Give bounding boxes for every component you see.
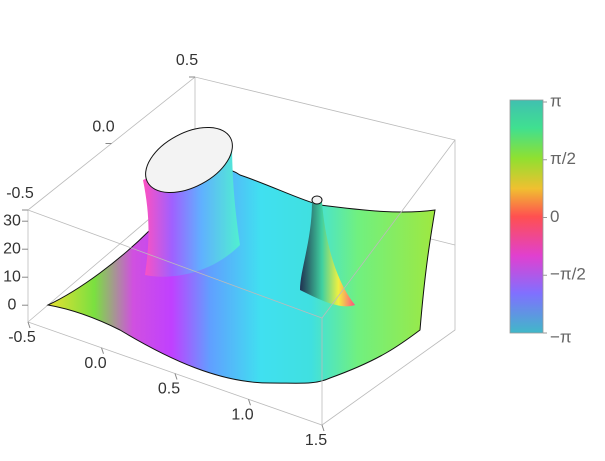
tick-mark: [101, 347, 104, 354]
z-tick-label: 0: [8, 296, 17, 313]
x-tick-label: 0.0: [84, 355, 106, 372]
surface: [46, 127, 436, 384]
tick-mark: [174, 373, 178, 380]
x-tick-label: 0.5: [158, 381, 180, 398]
colorbar-label: −π/2: [550, 265, 586, 284]
x-tick-label: -0.5: [8, 329, 36, 346]
tick-mark: [27, 321, 31, 329]
tick-mark: [321, 424, 325, 432]
colorbar-label: 0: [550, 207, 559, 226]
y-tick-label: 0.5: [176, 52, 198, 69]
z-tick-label: 30: [3, 212, 21, 229]
x-tick-label: 1.5: [305, 432, 327, 449]
colorbar-label: π/2: [550, 149, 576, 168]
y-tick-label: -0.5: [6, 185, 34, 202]
y-tick-label: 0.0: [92, 119, 114, 136]
colorbar: −π −π/2 0 π/2 π: [509, 91, 586, 346]
z-tick-label: 20: [3, 240, 21, 257]
colorbar-label: −π: [550, 327, 572, 346]
colorbar-label: π: [550, 91, 562, 110]
tick-mark: [248, 399, 251, 406]
z-tick-label: 10: [3, 268, 21, 285]
colorbar-scale: [509, 99, 544, 334]
x-tick-label: 1.0: [231, 406, 253, 423]
